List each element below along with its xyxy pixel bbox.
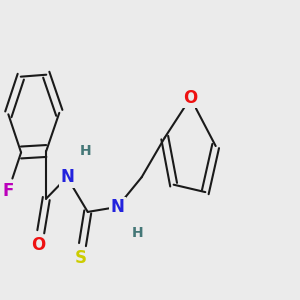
Text: N: N: [110, 198, 124, 216]
Text: H: H: [80, 144, 92, 158]
Text: O: O: [183, 89, 198, 107]
Text: S: S: [74, 249, 86, 267]
Text: H: H: [131, 226, 143, 240]
Text: O: O: [32, 236, 46, 254]
Text: N: N: [60, 168, 74, 186]
Text: F: F: [3, 182, 14, 200]
